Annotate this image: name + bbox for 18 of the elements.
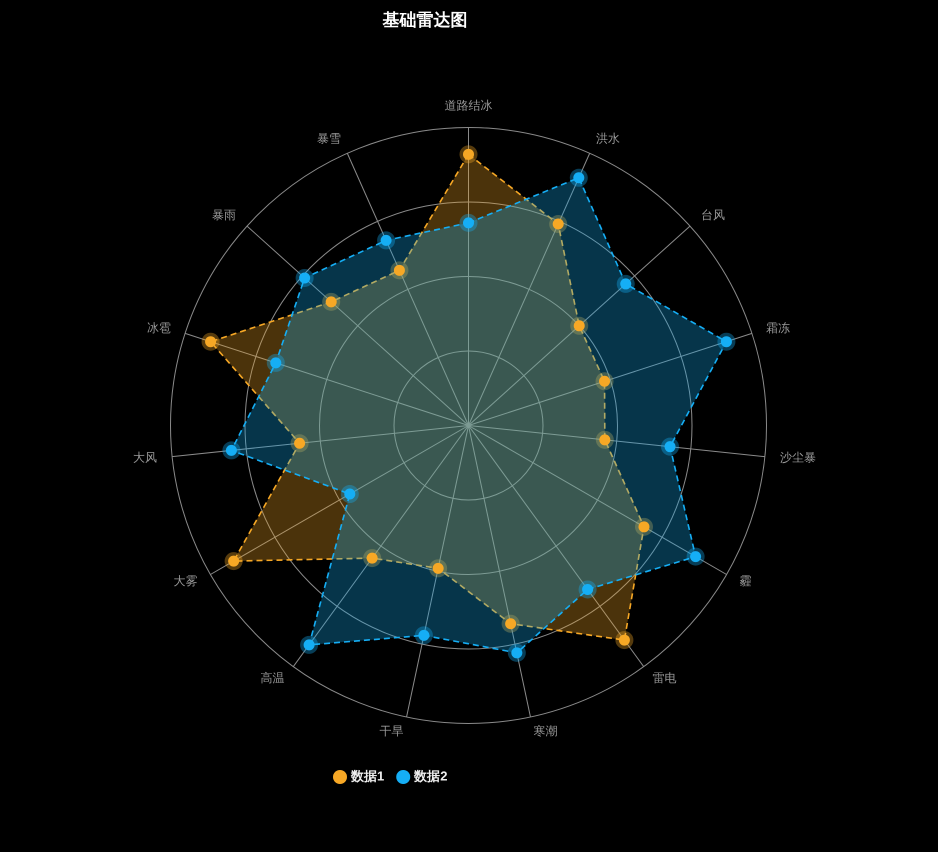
spoke-label: 台风 [701, 208, 726, 222]
spoke-label: 暴雪 [317, 132, 342, 146]
chart-title: 基础雷达图 [382, 10, 468, 30]
spoke-label: 暴雨 [212, 208, 236, 222]
legend-label: 数据2 [413, 768, 448, 784]
spoke-label: 雷电 [652, 670, 676, 685]
spoke-label: 霜冻 [766, 320, 790, 335]
spoke-label: 大风 [133, 450, 158, 464]
legend-label: 数据1 [350, 768, 384, 784]
spoke-label: 沙尘暴 [780, 450, 816, 464]
spoke-label: 霾 [740, 574, 752, 588]
spoke-label: 道路结冰 [444, 98, 492, 112]
spoke-label: 洪水 [596, 132, 620, 146]
spoke-label: 高温 [260, 670, 285, 685]
spoke-label: 寒潮 [534, 724, 558, 738]
spoke-label: 干旱 [379, 724, 404, 738]
spoke-label: 冰雹 [146, 320, 171, 335]
spoke-label: 大雾 [173, 574, 198, 588]
